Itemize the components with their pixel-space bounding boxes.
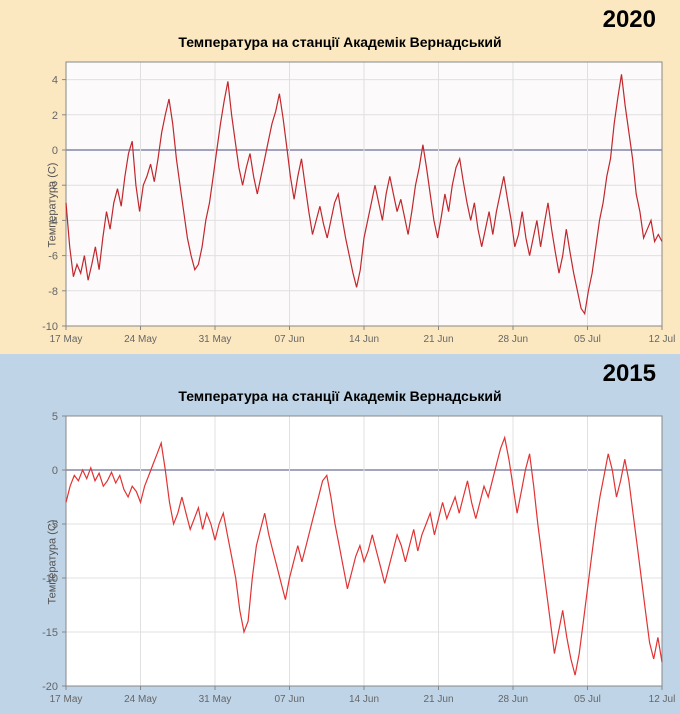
svg-text:-20: -20 <box>42 681 58 693</box>
svg-text:31 May: 31 May <box>199 334 232 345</box>
chart-2020: -10-8-6-4-202417 May24 May31 May07 Jun14… <box>0 56 680 354</box>
svg-text:24 May: 24 May <box>124 694 157 705</box>
svg-text:24 May: 24 May <box>124 334 157 345</box>
svg-text:-15: -15 <box>42 627 58 639</box>
year-label-2015: 2015 <box>603 360 656 388</box>
svg-text:21 Jun: 21 Jun <box>423 694 453 705</box>
svg-text:28 Jun: 28 Jun <box>498 694 528 705</box>
svg-text:4: 4 <box>52 75 58 87</box>
panel-2020: 2020 Температура на станції Академік Вер… <box>0 0 680 354</box>
y-axis-label-2020: Температура (С) <box>46 163 58 248</box>
svg-text:0: 0 <box>52 145 58 157</box>
svg-text:14 Jun: 14 Jun <box>349 334 379 345</box>
svg-text:-6: -6 <box>48 251 58 263</box>
chart-container-2015: Температура (С) -20-15-10-50517 May24 Ma… <box>0 410 680 714</box>
svg-text:17 May: 17 May <box>50 334 83 345</box>
y-axis-label-2015: Температура (С) <box>46 520 58 605</box>
svg-text:12 Jul: 12 Jul <box>649 694 676 705</box>
svg-text:12 Jul: 12 Jul <box>649 334 676 345</box>
svg-text:17 May: 17 May <box>50 694 83 705</box>
svg-text:05 Jul: 05 Jul <box>574 334 601 345</box>
chart-2015: -20-15-10-50517 May24 May31 May07 Jun14 … <box>0 410 680 714</box>
svg-text:07 Jun: 07 Jun <box>274 334 304 345</box>
year-label-2020: 2020 <box>603 6 656 34</box>
chart-title-2015: Температура на станції Академік Вернадсь… <box>0 388 680 404</box>
chart-container-2020: Температура (С) -10-8-6-4-202417 May24 M… <box>0 56 680 354</box>
svg-text:07 Jun: 07 Jun <box>274 694 304 705</box>
svg-text:0: 0 <box>52 465 58 477</box>
svg-text:-8: -8 <box>48 286 58 298</box>
svg-text:5: 5 <box>52 411 58 423</box>
svg-text:14 Jun: 14 Jun <box>349 694 379 705</box>
svg-text:31 May: 31 May <box>199 694 232 705</box>
svg-text:2: 2 <box>52 110 58 122</box>
svg-text:-10: -10 <box>42 321 58 333</box>
chart-title-2020: Температура на станції Академік Вернадсь… <box>0 34 680 50</box>
svg-text:05 Jul: 05 Jul <box>574 694 601 705</box>
svg-text:28 Jun: 28 Jun <box>498 334 528 345</box>
svg-text:21 Jun: 21 Jun <box>423 334 453 345</box>
panel-2015: 2015 Температура на станції Академік Вер… <box>0 354 680 714</box>
